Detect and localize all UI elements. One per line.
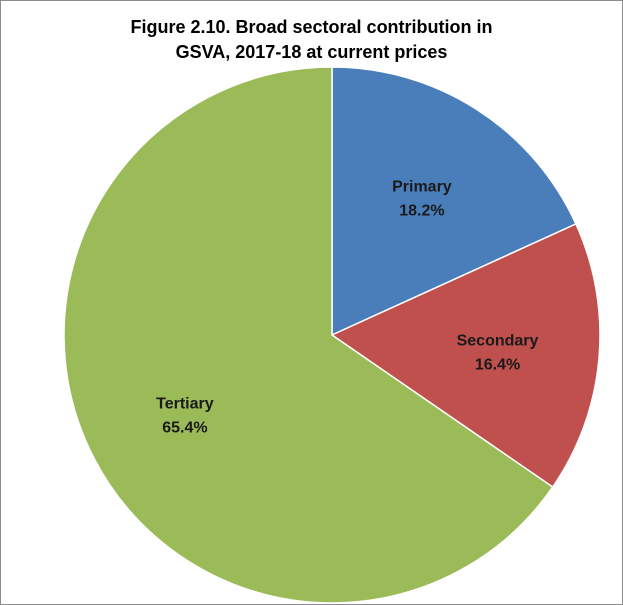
- chart-title-line-1: Figure 2.10. Broad sectoral contribution…: [130, 17, 493, 37]
- slice-name-label-primary: Primary: [392, 178, 452, 195]
- pie-slice-primary: [331, 66, 577, 337]
- pie-slice-secondary: [330, 222, 601, 489]
- slice-value-label-primary: 18.2%: [399, 202, 444, 219]
- pie-slice-tertiary: [63, 66, 554, 604]
- slice-value-label-secondary: 16.4%: [475, 357, 520, 374]
- slice-name-label-secondary: Secondary: [457, 333, 539, 350]
- slice-name-label-tertiary: Tertiary: [156, 395, 214, 412]
- chart-title: Figure 2.10. Broad sectoral contribution…: [1, 15, 622, 65]
- slice-value-label-tertiary: 65.4%: [162, 419, 207, 436]
- chart-title-line-2: GSVA, 2017-18 at current prices: [175, 42, 448, 62]
